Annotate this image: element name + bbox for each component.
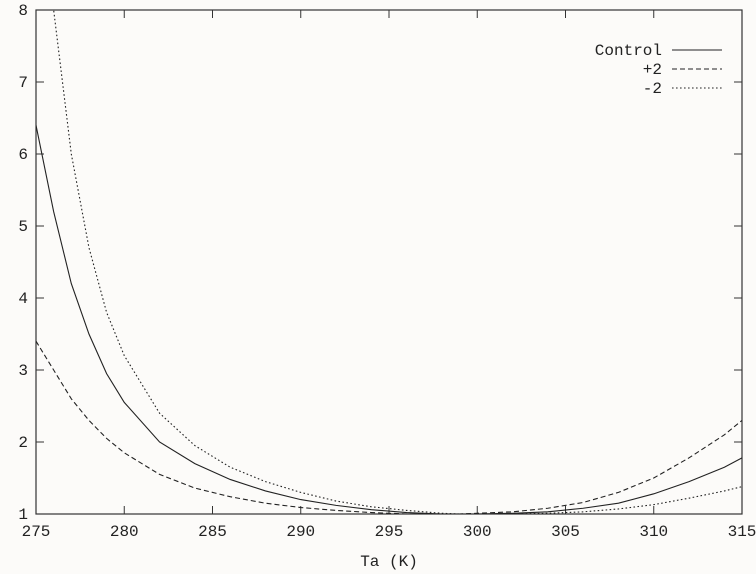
legend-label: -2	[643, 80, 662, 98]
y-tick-label: 7	[18, 74, 28, 92]
x-tick-label: 315	[728, 523, 756, 541]
x-tick-label: 285	[198, 523, 227, 541]
axis-tick-labels: 275 280 285 290 295 300 305 310 315 1 2 3 4 5 6 7 8	[18, 2, 756, 541]
x-tick-label: 295	[375, 523, 404, 541]
y-tick-label: 2	[18, 434, 28, 452]
y-tick-label: 5	[18, 218, 28, 236]
y-tick-label: 1	[18, 506, 28, 524]
x-tick-label: 305	[551, 523, 580, 541]
legend-label: Control	[595, 42, 662, 60]
plot-frame	[35, 9, 743, 515]
x-tick-label: 275	[22, 523, 51, 541]
x-tick-label: 280	[110, 523, 139, 541]
series-line-3	[53, 10, 742, 514]
axis-ticks	[35, 9, 743, 515]
series-line-2	[36, 340, 742, 514]
x-tick-label: 310	[639, 523, 668, 541]
legend-label: +2	[643, 61, 662, 79]
legend: Control+2-2	[595, 42, 722, 98]
x-tick-label: 290	[286, 523, 315, 541]
x-axis-label: Ta (K)	[360, 553, 418, 571]
y-tick-label: 6	[18, 146, 28, 164]
series-group	[36, 10, 742, 514]
x-tick-label: 300	[463, 523, 492, 541]
y-tick-label: 8	[18, 2, 28, 20]
y-tick-label: 4	[18, 290, 28, 308]
series-line-1	[36, 125, 742, 514]
y-tick-label: 3	[18, 362, 28, 380]
